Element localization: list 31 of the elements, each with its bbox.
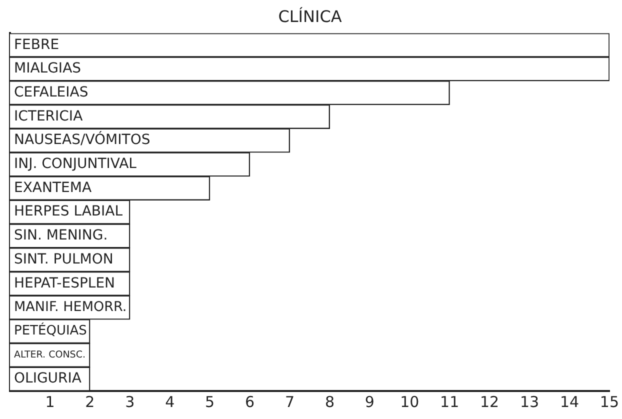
chart-title: CLÍNICA [278, 6, 342, 26]
x-tick-label: 8 [324, 392, 334, 411]
x-tick-label: 6 [245, 392, 255, 411]
y-tick-label: ICTERICIA [14, 108, 84, 124]
y-tick-label: INJ. CONJUNTIVAL [14, 156, 137, 172]
x-tick-label: 15 [600, 392, 620, 411]
y-tick-label: ALTER. CONSC. [14, 350, 86, 361]
x-tick-label: 9 [364, 392, 374, 411]
x-tick-label: 12 [480, 392, 500, 411]
x-tick-label: 4 [165, 392, 175, 411]
y-tick-label: CEFALEIAS [14, 84, 88, 100]
x-tick-label: 13 [520, 392, 540, 411]
x-tick-label: 11 [440, 392, 460, 411]
x-tick-label: 2 [85, 392, 95, 411]
y-tick-label: EXANTEMA [14, 180, 92, 196]
y-tick-label: HEPAT-ESPLEN [14, 275, 116, 292]
x-tick-label: 10 [400, 392, 420, 411]
x-tick-label: 1 [45, 392, 55, 411]
y-tick-label: FEBRE [14, 36, 60, 53]
y-tick-label: HERPES LABIAL [14, 204, 123, 220]
y-tick-label: SIN. MENING. [14, 228, 108, 244]
y-tick-label: MANIF. HEMORR. [14, 299, 127, 316]
y-tick-label: OLIGURIA [14, 370, 82, 387]
x-tick-label: 5 [205, 392, 215, 411]
x-tick-label: 3 [125, 392, 135, 411]
y-tick-label: NAUSEAS/VÓMITOS [14, 131, 150, 148]
y-tick-label: PETÉQUIAS [14, 322, 87, 339]
x-tick-label: 7 [284, 392, 295, 411]
x-tick-label: 14 [560, 392, 580, 411]
y-tick-label: SINT. PULMON [14, 251, 114, 268]
y-tick-label: MIALGIAS [14, 60, 82, 77]
